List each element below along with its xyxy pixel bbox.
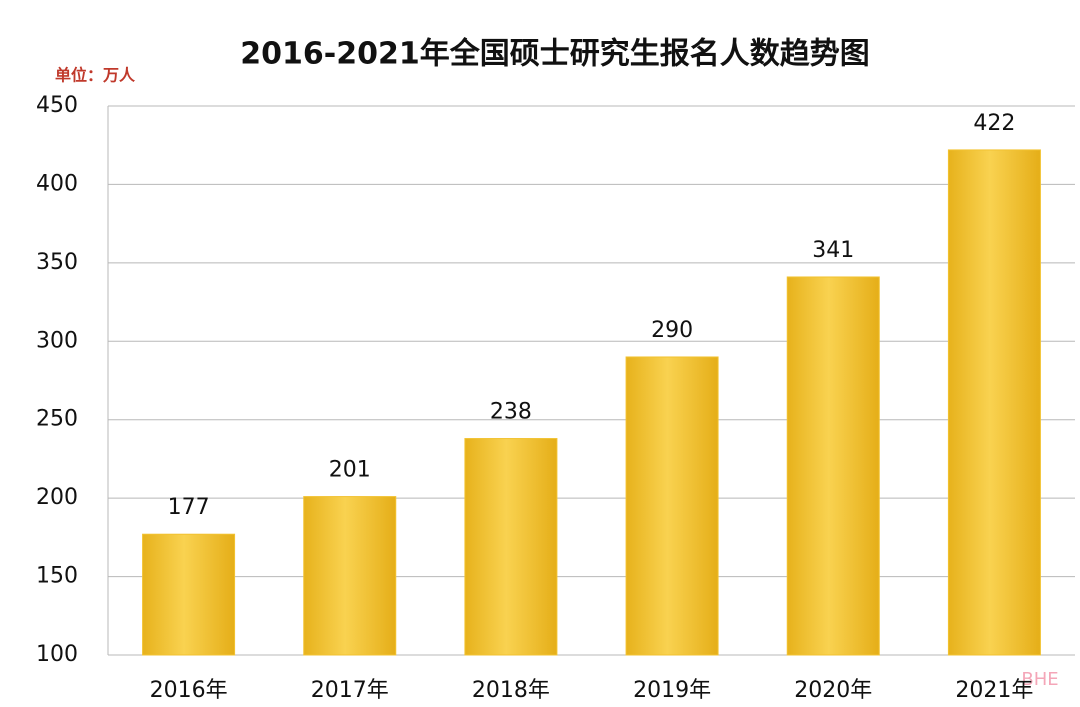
x-tick-label: 2017年 xyxy=(311,678,389,703)
x-tick-label: 2021年 xyxy=(955,678,1033,703)
unit-label: 单位：万人 xyxy=(55,66,136,85)
x-tick-label: 2016年 xyxy=(150,678,228,703)
y-tick-label: 150 xyxy=(36,564,78,589)
y-tick-label: 200 xyxy=(36,485,78,510)
watermark: BHE xyxy=(1021,669,1058,690)
y-tick-label: 100 xyxy=(36,642,78,667)
bar xyxy=(786,276,880,656)
data-label: 341 xyxy=(812,238,854,263)
data-label: 238 xyxy=(490,400,532,425)
x-tick-label: 2018年 xyxy=(472,678,550,703)
bar xyxy=(625,356,719,656)
chart-title: 2016-2021年全国硕士研究生报名人数趋势图 xyxy=(240,37,869,72)
bar xyxy=(303,496,397,656)
y-tick-label: 450 xyxy=(36,93,78,118)
y-tick-label: 400 xyxy=(36,171,78,196)
data-label: 422 xyxy=(973,111,1015,136)
bar xyxy=(464,438,558,656)
data-label: 201 xyxy=(329,458,371,483)
x-tick-label: 2019年 xyxy=(633,678,711,703)
y-tick-label: 350 xyxy=(36,250,78,275)
y-tick-label: 300 xyxy=(36,328,78,353)
bar xyxy=(142,533,236,656)
data-label: 177 xyxy=(168,495,210,520)
data-label: 290 xyxy=(651,318,693,343)
bar xyxy=(947,149,1041,656)
y-tick-label: 250 xyxy=(36,407,78,432)
x-tick-label: 2020年 xyxy=(794,678,872,703)
